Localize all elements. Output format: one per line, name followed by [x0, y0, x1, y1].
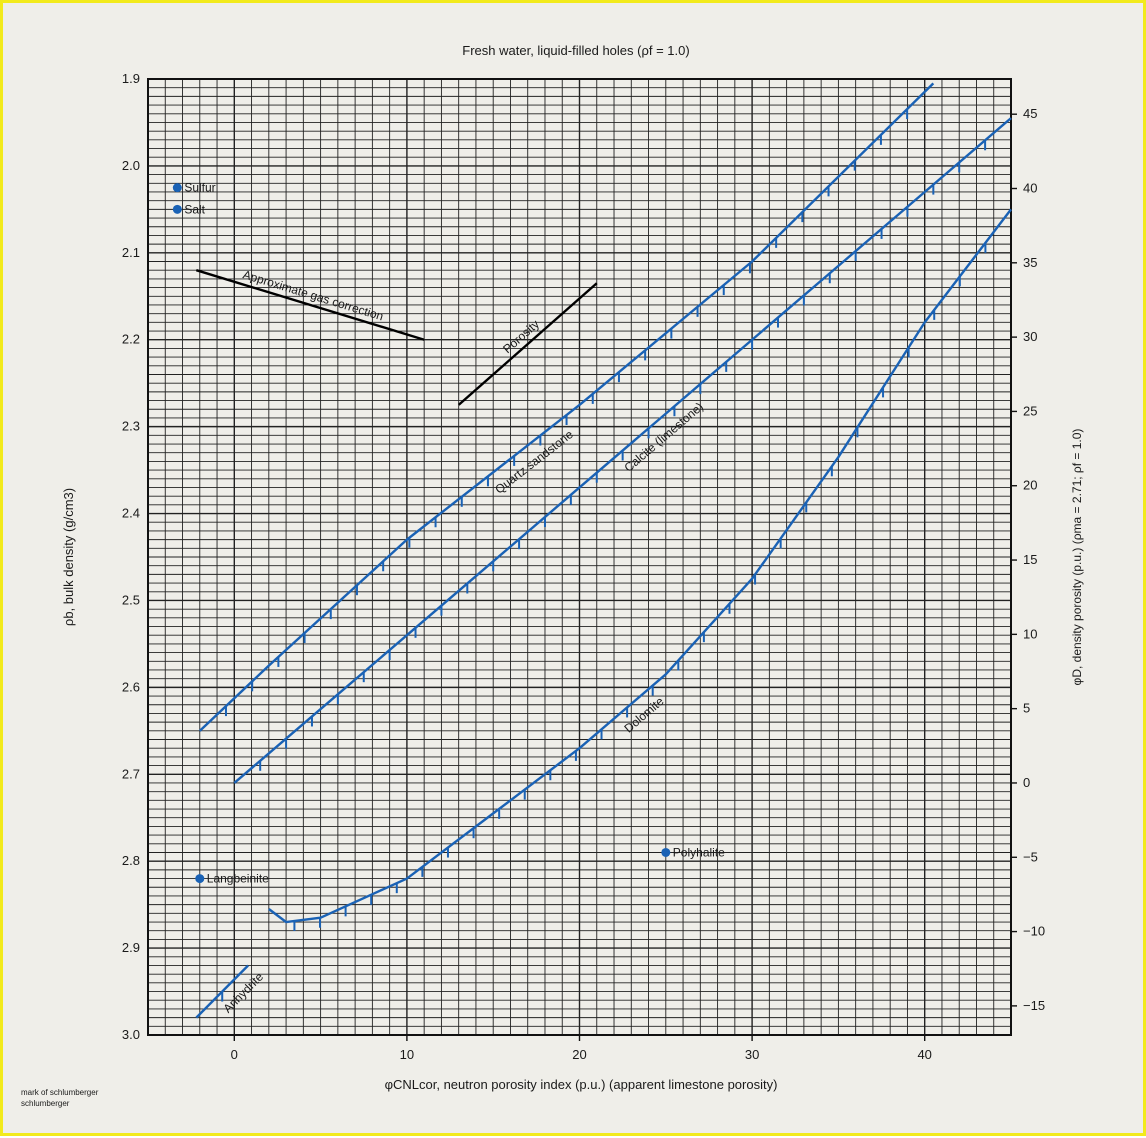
- annotation-label: Approximate gas correction: [241, 267, 385, 323]
- y2-tick-label: 40: [1023, 181, 1037, 196]
- y2-tick-label: 35: [1023, 255, 1037, 270]
- mineral-point: [195, 874, 205, 884]
- mineral-point-label: Sulfur: [184, 181, 215, 195]
- y2-tick-label: 25: [1023, 403, 1037, 418]
- series-line: [268, 208, 1012, 924]
- x-tick-label: 20: [572, 1047, 586, 1062]
- grid: [147, 78, 1012, 1036]
- y-tick-label: 2.3: [122, 419, 140, 434]
- credit-line-2: schlumberger: [21, 1099, 70, 1108]
- y-tick-label: 2.9: [122, 940, 140, 955]
- mineral-point-label: Salt: [184, 202, 205, 216]
- x-tick-label: 10: [400, 1047, 414, 1062]
- x-tick-label: 30: [745, 1047, 759, 1062]
- mineral-point: [172, 183, 182, 193]
- y-tick-label: 3.0: [122, 1027, 140, 1042]
- y-tick-label: 2.7: [122, 766, 140, 781]
- chart-title: Fresh water, liquid-filled holes (ρf = 1…: [462, 43, 689, 58]
- y2-tick-label: −5: [1023, 849, 1038, 864]
- mineral-point-label: Langbeinite: [207, 872, 269, 886]
- series-name-label: Calcite (limestone): [621, 400, 706, 475]
- y-tick-label: 2.2: [122, 332, 140, 347]
- annotation-arrow: [457, 282, 598, 406]
- y-tick-label: 1.9: [122, 71, 140, 86]
- y2-tick-label: 0: [1023, 775, 1030, 790]
- y2-tick-label: 10: [1023, 626, 1037, 641]
- series-name-label: Dolomite: [621, 694, 666, 736]
- y-tick-label: 2.1: [122, 245, 140, 260]
- y2-axis-label: φD, density porosity (p.u.) (ρma = 2.71;…: [1070, 429, 1084, 686]
- mineral-point: [661, 847, 671, 857]
- y2-tick-label: −15: [1023, 998, 1045, 1013]
- y-tick-label: 2.6: [122, 679, 140, 694]
- y-tick-label: 2.5: [122, 592, 140, 607]
- x-axis-label: φCNLcor, neutron porosity index (p.u.) (…: [385, 1077, 778, 1092]
- y2-tick-label: 45: [1023, 106, 1037, 121]
- x-tick-label: 0: [231, 1047, 238, 1062]
- annotation-arrow: [195, 269, 425, 341]
- y2-tick-label: 30: [1023, 329, 1037, 344]
- y2-tick-label: 5: [1023, 701, 1030, 716]
- mineral-point-label: Polyhalite: [673, 845, 725, 859]
- chart-svg: Quartz sandstone Calcite (limestone)Dolom…: [21, 43, 1084, 1108]
- y2-tick-label: −10: [1023, 924, 1045, 939]
- credit-line-1: mark of schlumberger: [21, 1088, 99, 1097]
- x-tick-label: 40: [917, 1047, 931, 1062]
- series-line: [198, 82, 935, 732]
- axis-layer: 0 10 20 30 40 1.9 2.0 2.1 2.2 2.3 2.4 2.5 2.6 2.7 2.8 2…: [122, 71, 1045, 1062]
- series-layer: Quartz sandstone Calcite (limestone)Dolom…: [172, 82, 1012, 1019]
- mineral-point: [172, 204, 182, 214]
- y-tick-label: 2.8: [122, 853, 140, 868]
- y-tick-label: 2.4: [122, 506, 140, 521]
- y2-tick-label: 20: [1023, 478, 1037, 493]
- y-axis-label: ρb, bulk density (g/cm3): [61, 488, 76, 626]
- series-line: [195, 964, 249, 1019]
- y2-tick-label: 15: [1023, 552, 1037, 567]
- y-tick-label: 2.0: [122, 158, 140, 173]
